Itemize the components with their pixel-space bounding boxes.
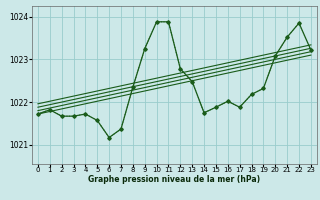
X-axis label: Graphe pression niveau de la mer (hPa): Graphe pression niveau de la mer (hPa) — [88, 175, 260, 184]
